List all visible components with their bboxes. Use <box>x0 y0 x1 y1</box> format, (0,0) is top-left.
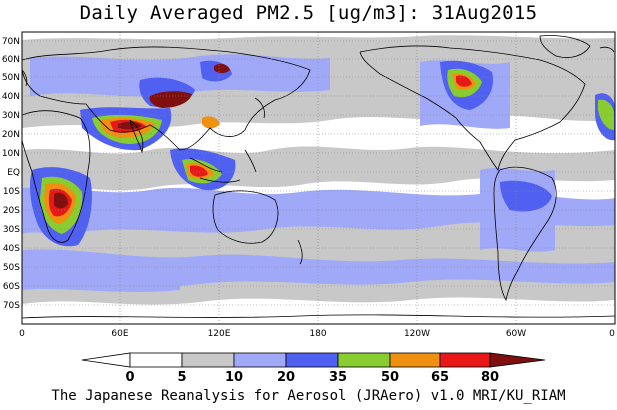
colorbar-high-arrow <box>489 352 546 368</box>
colorbar-swatch <box>129 352 183 368</box>
colorbar-swatch <box>285 352 339 368</box>
coastlines <box>22 35 615 319</box>
colorbar-tick-label: 50 <box>381 370 399 385</box>
credit-line: The Japanese Reanalysis for Aerosol (JRA… <box>51 388 566 404</box>
colorbar-low-arrow <box>81 352 131 368</box>
lat-label: 10S <box>3 187 20 197</box>
colorbar-swatch <box>337 352 391 368</box>
lat-label: 30S <box>3 225 20 235</box>
lat-label: 40S <box>3 244 20 254</box>
colorbar-tick-label: 80 <box>481 370 499 385</box>
longitude-axis: 0 60E 120E 180 120W 60W 0 <box>19 329 615 339</box>
graticule <box>22 32 615 324</box>
lat-label: 60S <box>3 282 20 292</box>
lat-label: 20N <box>2 130 20 140</box>
lon-label: 120E <box>208 329 231 339</box>
lat-label: 50S <box>3 263 20 273</box>
lat-label: EQ <box>7 168 20 178</box>
colorbar-tick-label: 10 <box>225 370 243 385</box>
colorbar-tick-label: 20 <box>277 370 295 385</box>
lon-label: 60W <box>506 329 526 339</box>
latitude-axis: 70N 60N 50N 40N 30N 20N 10N EQ 10S 20S 3… <box>2 37 20 311</box>
colorbar-tick-label: 5 <box>177 370 186 385</box>
lon-label: 60E <box>111 329 128 339</box>
lat-label: 60N <box>2 55 20 65</box>
colorbar-tick-label: 35 <box>329 370 347 385</box>
colorbar-tick-label: 65 <box>431 370 449 385</box>
lat-label: 40N <box>2 92 20 102</box>
map-frame <box>21 31 616 325</box>
lat-label: 70N <box>2 37 20 47</box>
colorbar-swatch <box>233 352 287 368</box>
lon-label: 0 <box>19 329 25 339</box>
colorbar-swatch <box>389 352 441 368</box>
lat-label: 50N <box>2 73 20 83</box>
lat-label: 30N <box>2 111 20 121</box>
colorbar-swatch <box>439 352 491 368</box>
lon-label: 180 <box>309 329 326 339</box>
lon-label: 120W <box>404 329 430 339</box>
colorbar: 0 5 10 20 35 50 65 80 <box>81 352 546 385</box>
lat-label: 20S <box>3 206 20 216</box>
colorbar-tick-label: 0 <box>125 370 134 385</box>
lat-label: 10N <box>2 149 20 159</box>
pm25-field <box>22 32 615 324</box>
lat-label: 70S <box>3 301 20 311</box>
lon-label: 0 <box>609 329 615 339</box>
colorbar-swatch <box>181 352 235 368</box>
map-title: Daily Averaged PM2.5 [ug/m3]: 31Aug2015 <box>79 2 538 24</box>
